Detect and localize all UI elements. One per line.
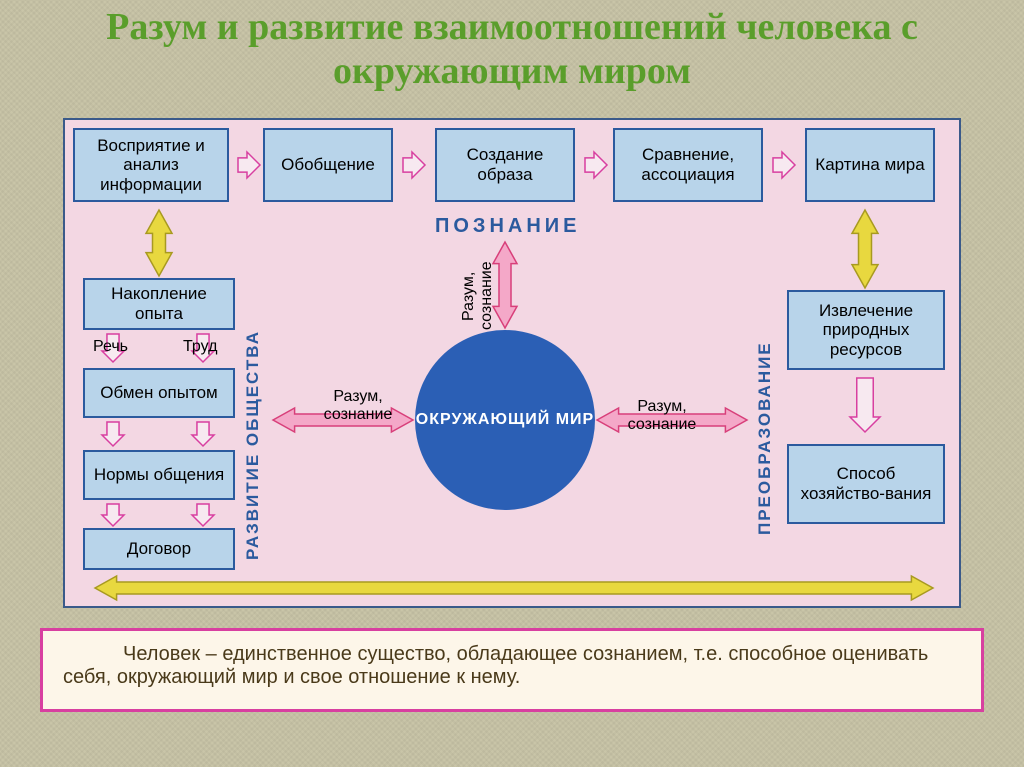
left-node-2: Нормы общения <box>83 450 235 500</box>
label-poznanie: ПОЗНАНИЕ <box>435 215 581 238</box>
top-node-1: Обобщение <box>263 128 393 202</box>
razum-label-left: Разум, сознание <box>313 388 403 424</box>
left-node-1: Обмен опытом <box>83 368 235 418</box>
top-node-0: Восприятие и анализ информации <box>73 128 229 202</box>
label-rech: Речь <box>93 338 128 356</box>
center-circle: ОКРУЖАЮЩИЙ МИР <box>415 330 595 510</box>
diagram-canvas: Восприятие и анализ информации Обобщение С… <box>63 118 961 608</box>
left-node-0: Накопление опыта <box>83 278 235 330</box>
razum-label-right: Разум, сознание <box>617 398 707 434</box>
top-node-2: Создание образа <box>435 128 575 202</box>
label-preobraz: ПРЕОБРАЗОВАНИЕ <box>755 295 775 535</box>
page-title: Разум и развитие взаимоотношений человек… <box>0 0 1024 93</box>
label-razvitie: РАЗВИТИЕ ОБЩЕСТВА <box>243 290 263 560</box>
left-node-3: Договор <box>83 528 235 570</box>
top-node-4: Картина мира <box>805 128 935 202</box>
label-trud: Труд <box>183 338 217 356</box>
top-node-3: Сравнение, ассоциация <box>613 128 763 202</box>
right-node-0: Извлечение природных ресурсов <box>787 290 945 370</box>
right-node-1: Способ хозяйство-вания <box>787 444 945 524</box>
footer-caption: Человек – единственное существо, обладаю… <box>40 628 984 712</box>
razum-label-top: Разум, сознание <box>460 256 496 336</box>
